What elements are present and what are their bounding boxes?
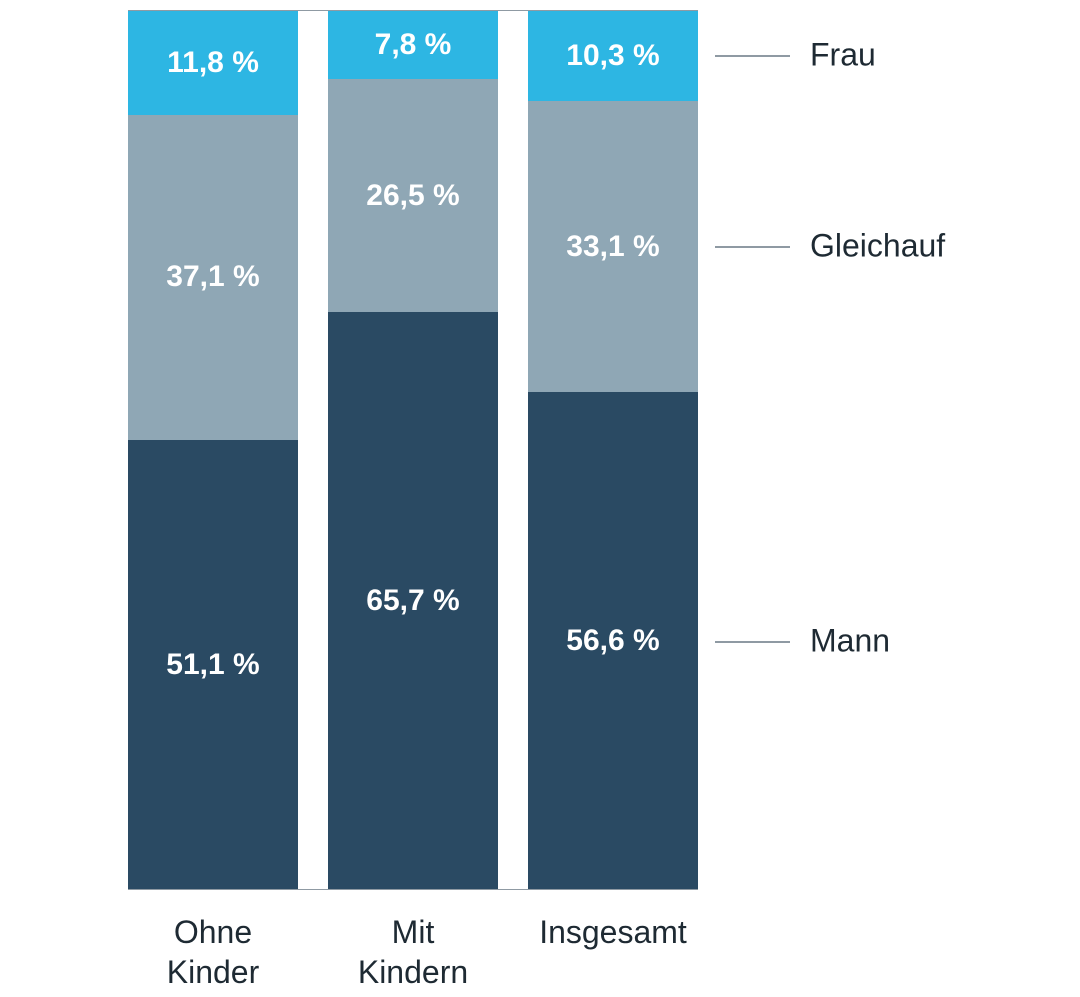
callout-line-gleichauf: [715, 246, 790, 248]
callout-line-mann: [715, 641, 790, 643]
bar-insgesamt: 10,3 % 33,1 % 56,6 %: [528, 11, 698, 889]
segment-mit_kindern-gleichauf: 26,5 %: [328, 79, 498, 312]
value-label: 26,5 %: [366, 179, 459, 213]
value-label: 65,7 %: [366, 584, 459, 618]
segment-insgesamt-mann: 56,6 %: [528, 392, 698, 889]
x-axis-labels: Ohne Kinder Mit Kindern Insgesamt: [128, 912, 698, 992]
plot-area: 11,8 % 37,1 % 51,1 % 7,8 % 26,5 % 65,7 % 10,3 …: [128, 10, 698, 890]
stacked-bar-chart: 11,8 % 37,1 % 51,1 % 7,8 % 26,5 % 65,7 % 10,3 …: [0, 0, 1080, 997]
series-label-gleichauf: Gleichauf: [810, 228, 945, 265]
value-label: 7,8 %: [375, 28, 452, 62]
x-label-mit_kindern: Mit Kindern: [328, 912, 498, 992]
bar-mit_kindern: 7,8 % 26,5 % 65,7 %: [328, 11, 498, 889]
callout-line-frau: [715, 55, 790, 57]
segment-ohne_kinder-gleichauf: 37,1 %: [128, 115, 298, 441]
series-label-frau: Frau: [810, 37, 876, 74]
x-label-ohne_kinder: Ohne Kinder: [128, 912, 298, 992]
segment-ohne_kinder-mann: 51,1 %: [128, 440, 298, 889]
segment-insgesamt-frau: 10,3 %: [528, 11, 698, 101]
segment-mit_kindern-mann: 65,7 %: [328, 312, 498, 889]
x-label-insgesamt: Insgesamt: [528, 912, 698, 992]
segment-insgesamt-gleichauf: 33,1 %: [528, 101, 698, 392]
value-label: 51,1 %: [166, 648, 259, 682]
value-label: 11,8 %: [167, 46, 259, 80]
bars-row: 11,8 % 37,1 % 51,1 % 7,8 % 26,5 % 65,7 % 10,3 …: [128, 11, 698, 889]
value-label: 10,3 %: [566, 39, 659, 73]
segment-mit_kindern-frau: 7,8 %: [328, 11, 498, 79]
value-label: 56,6 %: [566, 624, 659, 658]
segment-ohne_kinder-frau: 11,8 %: [128, 11, 298, 115]
bar-ohne_kinder: 11,8 % 37,1 % 51,1 %: [128, 11, 298, 889]
series-label-mann: Mann: [810, 622, 890, 659]
value-label: 37,1 %: [166, 260, 259, 294]
value-label: 33,1 %: [566, 230, 659, 264]
